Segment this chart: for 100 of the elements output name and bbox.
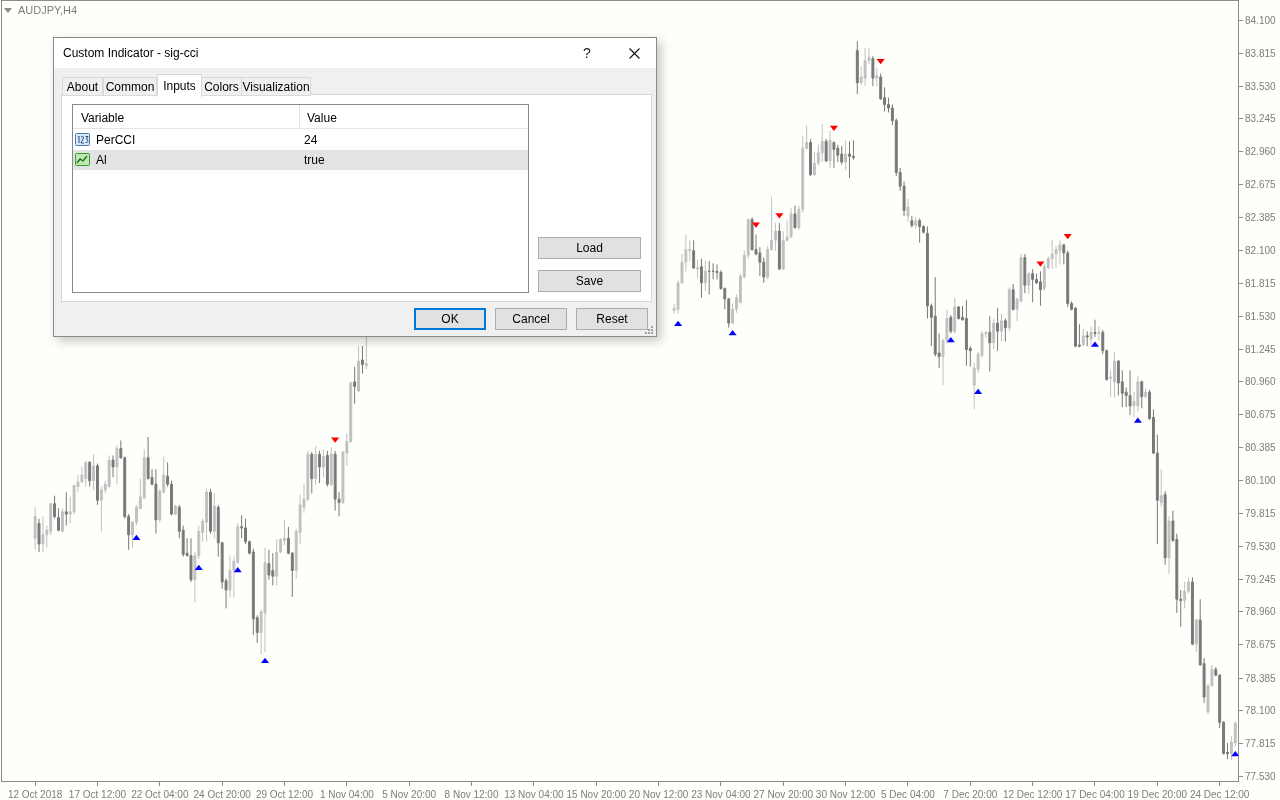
candlestick bbox=[263, 546, 267, 653]
annotation: PerCCI bbox=[96, 133, 136, 147]
button: Reset bbox=[576, 308, 648, 330]
candlestick bbox=[1190, 576, 1194, 646]
tab: Colors bbox=[201, 77, 242, 96]
button: Save bbox=[538, 270, 641, 292]
chart-title: AUDJPY,H4 bbox=[18, 3, 78, 16]
candlestick bbox=[115, 444, 119, 485]
candlestick bbox=[696, 259, 699, 279]
candlestick bbox=[703, 260, 707, 292]
y-tick-label: 83.815 bbox=[1245, 47, 1277, 59]
point bbox=[260, 657, 270, 664]
y-tick-label: 82.385 bbox=[1245, 212, 1277, 224]
y-tick-label: 80.960 bbox=[1245, 376, 1277, 388]
candlestick bbox=[789, 207, 793, 239]
annotation: Value bbox=[307, 111, 337, 125]
annotation: Variable bbox=[81, 111, 125, 125]
chart-title: Custom Indicator - sig-cci bbox=[63, 46, 199, 60]
candlestick bbox=[228, 555, 232, 599]
point bbox=[674, 320, 683, 327]
candlestick bbox=[205, 488, 209, 543]
candlestick bbox=[146, 436, 150, 481]
x-tick-label: 7 Dec 20:00 bbox=[943, 789, 998, 800]
candlestick bbox=[953, 297, 957, 334]
y-tick-label: 78.385 bbox=[1245, 672, 1277, 684]
y-tick-label: 83.530 bbox=[1245, 80, 1277, 92]
x-tick-label: 30 Nov 12:00 bbox=[815, 789, 876, 800]
y-tick-label: 82.100 bbox=[1245, 245, 1277, 257]
candlestick bbox=[840, 145, 844, 165]
candlestick bbox=[1011, 283, 1015, 311]
tab: Visualization bbox=[241, 77, 311, 96]
candlestick bbox=[325, 450, 329, 487]
y-tick-label: 81.245 bbox=[1245, 343, 1277, 355]
candlestick bbox=[322, 449, 325, 478]
candlestick bbox=[1093, 319, 1097, 338]
point bbox=[132, 534, 141, 541]
y-tick-label: 80.385 bbox=[1245, 442, 1277, 454]
y-tick-label: 78.100 bbox=[1245, 705, 1277, 717]
y-tick-label: 82.960 bbox=[1245, 146, 1277, 158]
y-tick-label: 83.245 bbox=[1245, 113, 1277, 125]
candlestick bbox=[1140, 380, 1144, 409]
x-tick-label: 5 Dec 04:00 bbox=[880, 789, 936, 800]
candlestick bbox=[209, 488, 212, 535]
y-tick-label: 81.530 bbox=[1245, 310, 1277, 322]
annotation: Load bbox=[576, 241, 603, 255]
candlestick bbox=[910, 215, 914, 229]
x-tick-label: 12 Dec 12:00 bbox=[1002, 789, 1063, 800]
candlestick bbox=[333, 450, 337, 512]
candlestick bbox=[996, 307, 1000, 352]
candlestick bbox=[692, 239, 696, 270]
candlestick bbox=[1007, 286, 1011, 332]
candlestick bbox=[1128, 369, 1132, 416]
y-tick-label: 79.815 bbox=[1245, 508, 1277, 520]
annotation: true bbox=[304, 153, 325, 167]
candlestick bbox=[53, 495, 57, 520]
candlestick bbox=[314, 445, 318, 486]
candlestick bbox=[84, 460, 88, 487]
candlestick bbox=[964, 299, 968, 367]
candlestick bbox=[918, 217, 922, 244]
x-tick-label: 12 Oct 2018 bbox=[7, 789, 63, 800]
y-tick-label: 79.530 bbox=[1245, 540, 1277, 552]
candlestick bbox=[988, 315, 992, 372]
candlestick bbox=[364, 336, 368, 370]
candlestick bbox=[37, 518, 41, 553]
candlestick bbox=[1027, 272, 1031, 295]
y-tick-label: 77.815 bbox=[1245, 738, 1277, 750]
candlestick bbox=[267, 549, 271, 581]
annotation: Cancel bbox=[512, 312, 550, 326]
candlestick bbox=[1003, 318, 1007, 343]
candlestick bbox=[310, 451, 314, 494]
candlestick bbox=[828, 130, 832, 169]
candlestick bbox=[777, 222, 781, 271]
candlestick bbox=[111, 454, 115, 478]
candlestick bbox=[871, 55, 875, 87]
candlestick bbox=[750, 216, 754, 252]
candlestick bbox=[848, 140, 851, 179]
candlestick bbox=[318, 450, 322, 484]
candlestick bbox=[1058, 239, 1062, 265]
x-tick-label: 19 Dec 20:00 bbox=[1127, 789, 1188, 800]
candlestick bbox=[33, 506, 37, 551]
candlestick bbox=[699, 258, 703, 299]
candlestick bbox=[832, 140, 836, 169]
candlestick bbox=[88, 460, 92, 487]
annotation: OK bbox=[441, 312, 459, 326]
candlestick bbox=[353, 366, 357, 405]
candlestick bbox=[863, 47, 867, 87]
candlestick bbox=[824, 138, 828, 163]
candlestick bbox=[1089, 326, 1093, 347]
candlestick bbox=[1159, 468, 1163, 508]
annotation: Save bbox=[575, 274, 604, 288]
y-tick-label: 77.530 bbox=[1245, 770, 1277, 782]
annotation: 24 bbox=[304, 133, 318, 147]
candlestick bbox=[99, 485, 103, 532]
candlestick bbox=[1113, 351, 1116, 399]
candlestick bbox=[64, 491, 68, 527]
candlestick bbox=[1000, 313, 1003, 343]
candlestick bbox=[1038, 270, 1042, 307]
candlestick bbox=[875, 67, 879, 87]
candlestick bbox=[855, 40, 859, 95]
x-tick-label: 27 Nov 20:00 bbox=[753, 789, 814, 800]
